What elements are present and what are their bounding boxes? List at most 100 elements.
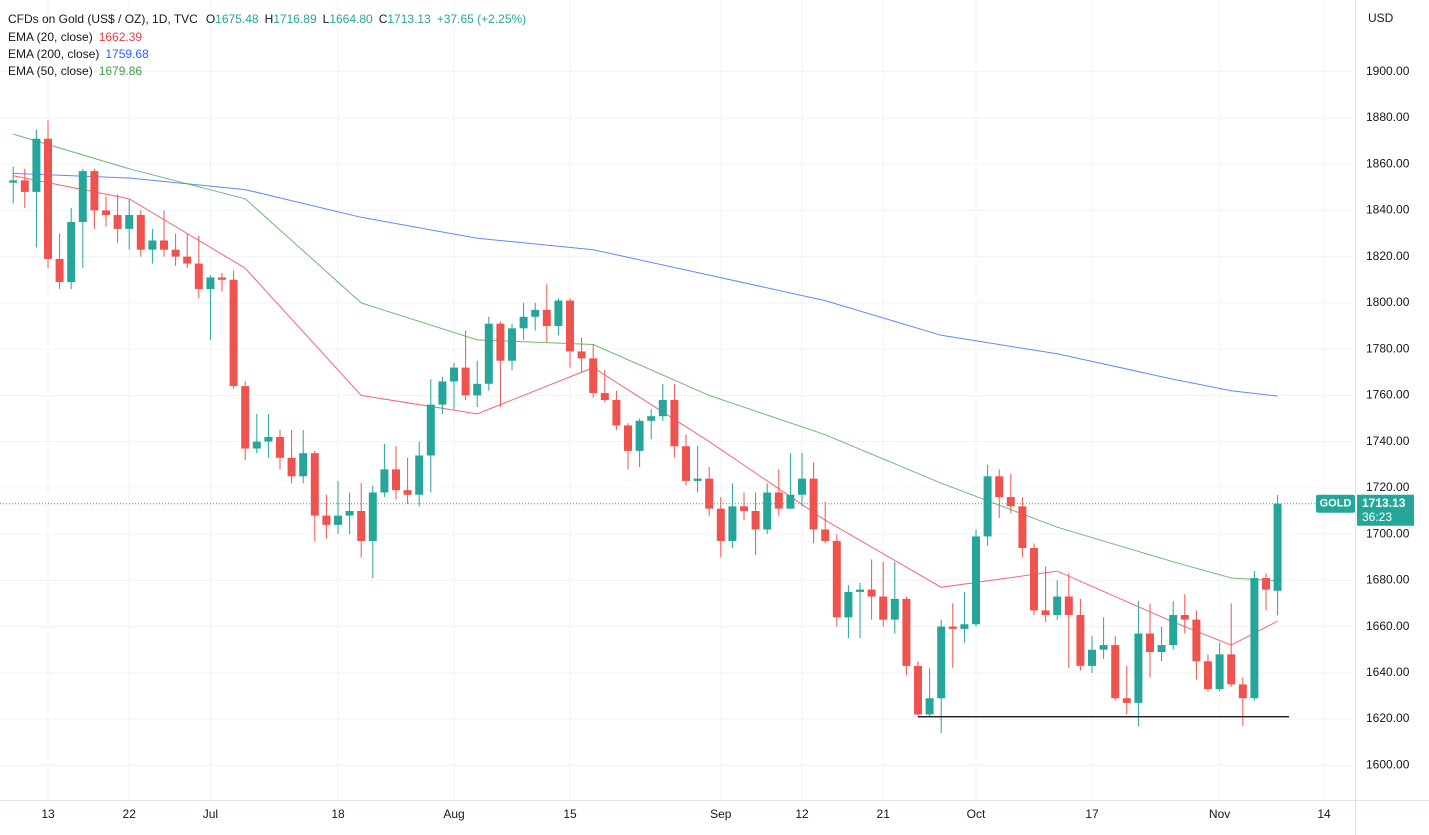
candle-body [194, 263, 203, 290]
y-tick-label: 1600.00 [1366, 757, 1410, 771]
x-tick-label: 12 [795, 807, 809, 821]
candle-body [1018, 506, 1027, 548]
candle-body [1006, 497, 1015, 507]
candle-body [276, 436, 284, 458]
candle-body [9, 180, 18, 183]
candle-body [948, 626, 957, 629]
candle-body [357, 510, 366, 542]
candle-body [600, 393, 609, 400]
countdown: 36:23 [1362, 510, 1392, 524]
candle-body [983, 476, 992, 537]
ohlc-key: O [206, 12, 215, 26]
candle-body [531, 309, 540, 317]
candle-body [821, 529, 830, 542]
candle-body [728, 506, 737, 542]
candle-body [78, 171, 87, 222]
y-tick-label: 1700.00 [1366, 526, 1410, 540]
candle-body [218, 277, 226, 280]
candle-body [542, 309, 551, 327]
x-tick-label: 15 [563, 807, 577, 821]
candle-body [1111, 645, 1120, 699]
candle-body [1192, 619, 1201, 662]
candle-body [832, 541, 841, 618]
legend-value: 1759.68 [105, 47, 149, 61]
candle-body [589, 358, 598, 394]
candle-body [461, 367, 470, 396]
ohlc-value: 1675.48 [215, 12, 259, 26]
candle-body [508, 328, 516, 361]
candle-body [844, 591, 853, 618]
candle-body [32, 138, 41, 192]
candle-body [1146, 633, 1154, 653]
legend-value: 1679.86 [99, 64, 143, 78]
legend-value: 1662.39 [99, 30, 143, 44]
candle-body [867, 589, 876, 597]
ohlc-key: H [265, 12, 274, 26]
candle-body [113, 215, 122, 229]
y-tick-label: 1620.00 [1366, 711, 1410, 725]
candle-body [1250, 578, 1259, 699]
candle-body [960, 624, 969, 629]
candle-body [856, 589, 864, 592]
ema-line [13, 175, 1278, 646]
candle-body [55, 258, 64, 283]
candle-body [624, 425, 632, 451]
candle-body [519, 316, 528, 329]
candle-body [925, 698, 934, 715]
ohlc-value: 1716.89 [273, 12, 317, 26]
x-tick-label: Jul [203, 807, 218, 821]
ema-line [13, 133, 1278, 582]
ohlc-key: L [323, 12, 330, 26]
candle-body [206, 277, 215, 290]
y-tick-label: 1820.00 [1366, 249, 1410, 263]
candle-body [879, 596, 888, 620]
candle-body [1238, 684, 1247, 699]
candle-body [566, 300, 574, 352]
ohlc-key: C [379, 12, 388, 26]
y-tick-label: 1680.00 [1366, 573, 1410, 587]
y-tick-label: 1760.00 [1366, 388, 1410, 402]
candle-body [334, 515, 342, 525]
candle-body [496, 323, 505, 361]
candle-body [438, 381, 447, 405]
candle-body [1030, 547, 1038, 611]
symbol-name: CFDs on Gold (US$ / OZ), 1D, TVC [8, 12, 198, 26]
candle-body [1157, 645, 1166, 653]
y-tick-label: 1660.00 [1366, 619, 1410, 633]
candle-body [299, 453, 308, 477]
ema-line [13, 172, 1278, 397]
candle-body [1122, 698, 1131, 703]
candle-body [368, 492, 377, 542]
candle-body [1076, 615, 1085, 666]
x-tick-label: 13 [41, 807, 55, 821]
y-tick-label: 1840.00 [1366, 203, 1410, 217]
candle-body [902, 598, 911, 666]
x-tick-label: 22 [123, 807, 137, 821]
candle-body [403, 490, 412, 495]
candle-body [1204, 661, 1212, 690]
candle-body [1053, 596, 1062, 616]
candle-body [183, 256, 192, 264]
candle-body [1273, 503, 1282, 591]
x-tick-label: Oct [967, 807, 986, 821]
candle-body [484, 323, 493, 384]
candle-body [1134, 633, 1143, 703]
y-tick-label: 1860.00 [1366, 156, 1410, 170]
candle-body [392, 469, 400, 491]
candle-body [786, 494, 795, 509]
candle-body [1041, 610, 1050, 616]
candle-body [426, 404, 435, 456]
candle-body [67, 221, 76, 283]
legend-name: EMA (50, close) [8, 64, 93, 78]
candle-body [751, 510, 760, 530]
y-tick-label: 1740.00 [1366, 434, 1410, 448]
candle-body [670, 400, 679, 447]
candle-body [740, 506, 748, 511]
candle-body [1064, 596, 1073, 616]
symbol-tag-bg [1316, 494, 1355, 513]
candle-body [125, 215, 134, 229]
candle-body [252, 441, 261, 449]
candle-body [774, 492, 783, 509]
candle-body [798, 478, 806, 495]
